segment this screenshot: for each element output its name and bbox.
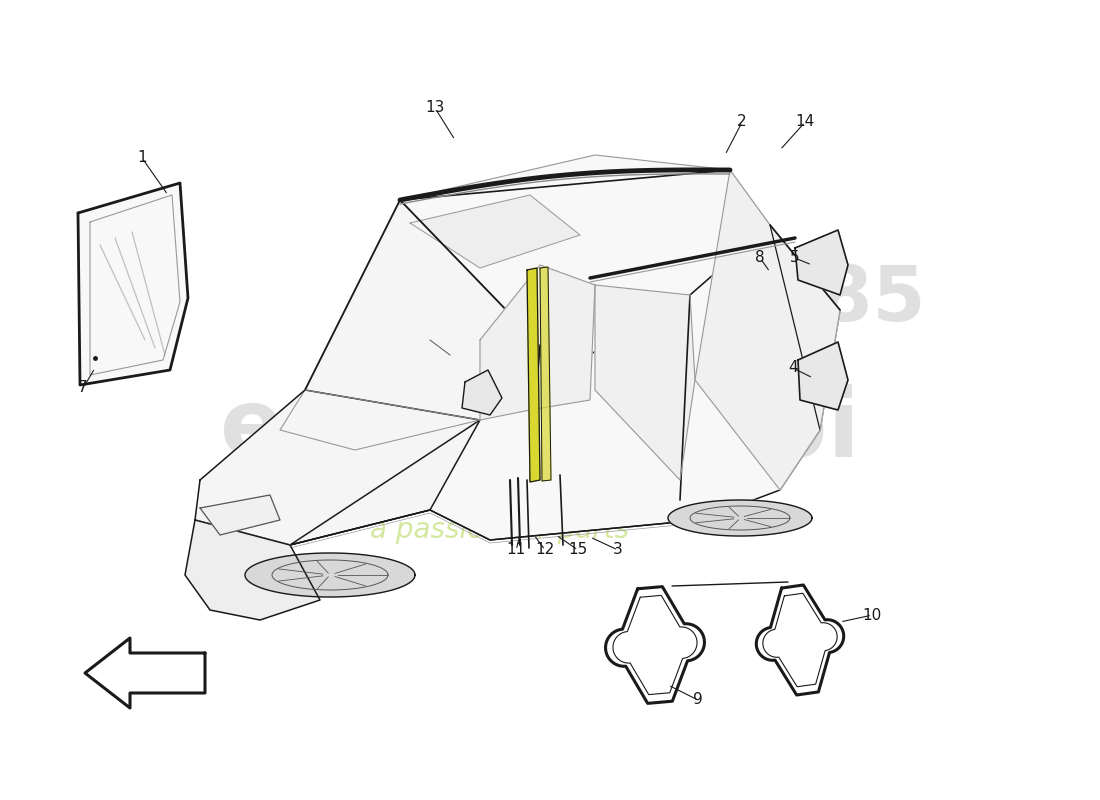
- Polygon shape: [185, 520, 320, 620]
- Polygon shape: [795, 230, 848, 295]
- Polygon shape: [305, 155, 770, 405]
- Text: 4: 4: [789, 361, 797, 375]
- Text: 8: 8: [756, 250, 764, 266]
- Polygon shape: [605, 586, 704, 703]
- Polygon shape: [595, 285, 695, 480]
- Polygon shape: [462, 370, 502, 415]
- Text: 10: 10: [862, 607, 881, 622]
- Polygon shape: [200, 495, 280, 535]
- Polygon shape: [290, 225, 840, 545]
- Polygon shape: [668, 500, 812, 536]
- Text: 14: 14: [795, 114, 815, 130]
- Text: 1985: 1985: [714, 263, 926, 337]
- Text: 12: 12: [536, 542, 554, 558]
- Polygon shape: [757, 585, 844, 695]
- Text: 15: 15: [569, 542, 587, 558]
- Polygon shape: [480, 265, 595, 420]
- Text: 7: 7: [78, 381, 88, 395]
- Polygon shape: [695, 170, 840, 490]
- Text: 9: 9: [693, 693, 703, 707]
- Text: 3: 3: [613, 542, 623, 558]
- Text: 1: 1: [138, 150, 146, 166]
- Polygon shape: [280, 200, 540, 450]
- Text: a passion for parts: a passion for parts: [371, 516, 629, 544]
- Polygon shape: [85, 638, 205, 708]
- Polygon shape: [540, 267, 551, 481]
- Polygon shape: [527, 268, 540, 482]
- Text: euroricambi: euroricambi: [220, 384, 860, 476]
- Polygon shape: [78, 183, 188, 385]
- Text: 5: 5: [790, 250, 800, 266]
- Polygon shape: [245, 553, 415, 597]
- Polygon shape: [410, 195, 580, 268]
- Text: 13: 13: [426, 101, 444, 115]
- Text: 2: 2: [737, 114, 747, 130]
- Polygon shape: [798, 342, 848, 410]
- Polygon shape: [195, 390, 480, 545]
- Text: 11: 11: [506, 542, 526, 558]
